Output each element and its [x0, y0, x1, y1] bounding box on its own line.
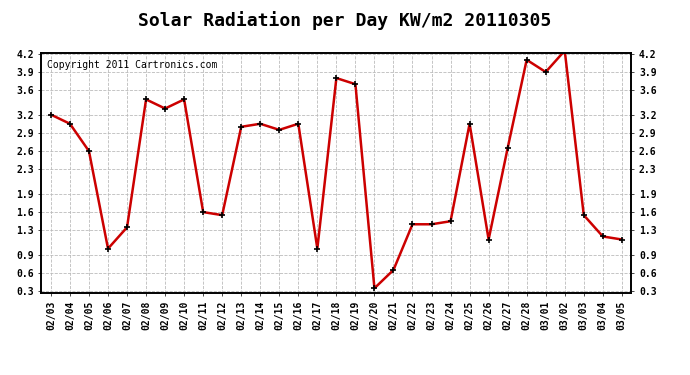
- Text: Copyright 2011 Cartronics.com: Copyright 2011 Cartronics.com: [48, 60, 217, 70]
- Text: Solar Radiation per Day KW/m2 20110305: Solar Radiation per Day KW/m2 20110305: [139, 11, 551, 30]
